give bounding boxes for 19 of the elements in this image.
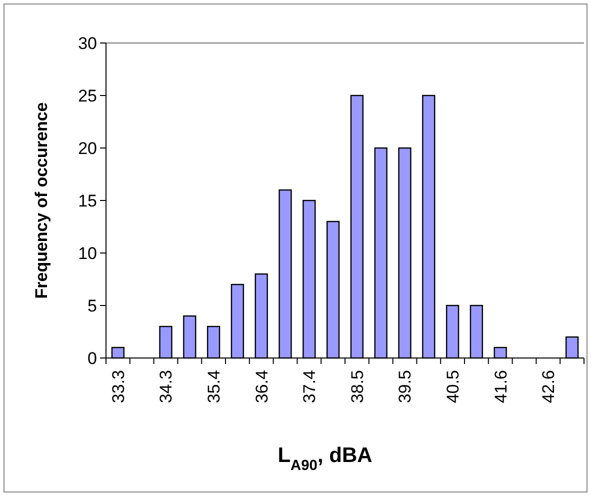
y-tick-label: 0 [88, 348, 97, 368]
x-tick-label: 39.5 [396, 370, 415, 404]
y-axis-title: Frequency of occurence [32, 102, 51, 299]
y-tick-label: 25 [78, 86, 97, 106]
y-tick-label: 20 [78, 138, 97, 158]
x-tick-label: 40.5 [444, 370, 462, 404]
y-tick-label: 30 [78, 34, 97, 53]
x-tick-label: 35.4 [204, 370, 224, 404]
x-tick-label: 41.6 [491, 370, 510, 404]
x-tick-label: 33.3 [108, 370, 128, 404]
x-tick-label: 42.6 [539, 370, 558, 404]
x-tick-label: 34.3 [156, 370, 176, 404]
y-tick-label: 5 [88, 296, 97, 316]
y-tick-label: 15 [78, 191, 97, 210]
x-tick-label: 37.4 [300, 370, 320, 404]
x-tick-label: 38.5 [348, 370, 367, 404]
y-tick-label: 10 [78, 244, 97, 263]
x-axis-title: L$_{A90}$, dBA [278, 444, 372, 474]
x-tick-label: 36.4 [252, 370, 272, 404]
